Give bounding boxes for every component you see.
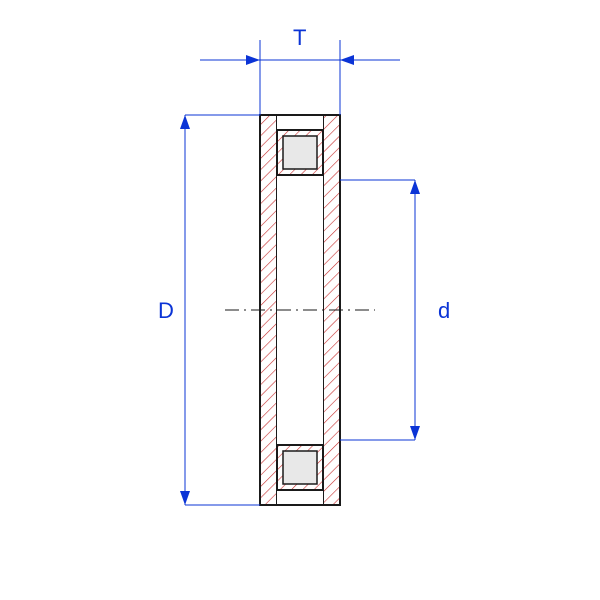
dim-D-label: D bbox=[158, 298, 174, 323]
dim-d-label: d bbox=[438, 298, 450, 323]
dim-T-label: T bbox=[293, 25, 306, 50]
